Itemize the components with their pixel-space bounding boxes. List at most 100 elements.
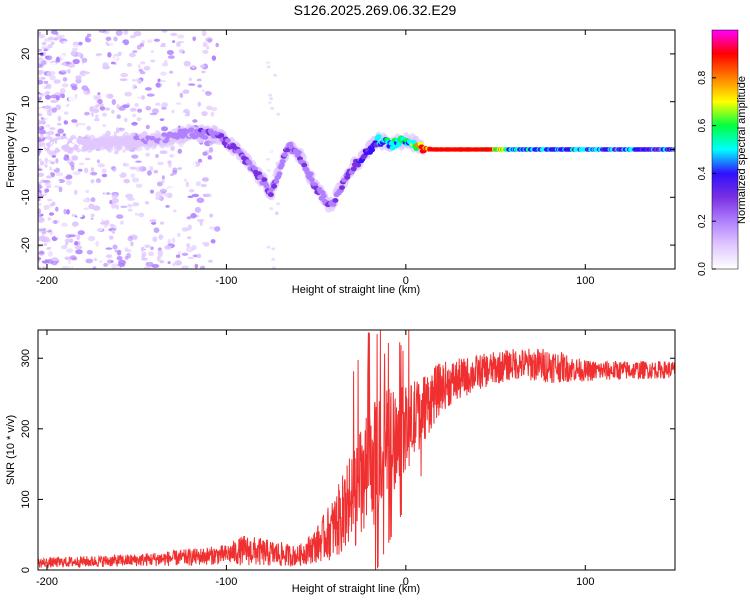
spectrogram-noise-blob — [69, 161, 75, 167]
spectrogram-noise-blob — [90, 217, 94, 220]
spectrogram-noise-blob — [276, 112, 281, 116]
spectrogram-noise-blob — [38, 63, 43, 68]
spectrogram-ridge-blob — [375, 134, 382, 140]
x-tick-label: -100 — [215, 275, 237, 287]
spectrogram-ridge-blob — [224, 138, 231, 144]
spectrogram-noise-blob — [161, 179, 165, 184]
spectrogram-noise-blob — [153, 227, 160, 233]
spectrogram-noise-blob — [135, 160, 142, 163]
spectrogram-noise-blob — [113, 36, 118, 42]
spectrogram-noise-blob — [110, 80, 118, 86]
spectrogram-noise-blob — [97, 163, 105, 168]
spectrogram-noise-blob — [38, 31, 41, 36]
spectrogram-noise-blob — [166, 50, 174, 55]
spectrogram-noise-blob — [97, 98, 103, 105]
spectrogram-noise-blob — [73, 206, 78, 210]
spectrogram-noise-blob — [123, 30, 129, 35]
spectrogram-noise-blob — [99, 106, 106, 111]
spectrogram-noise-blob — [58, 186, 63, 193]
spectrogram-noise-blob — [65, 175, 69, 180]
spectrogram-noise-blob — [182, 89, 190, 94]
spectrogram-noise-blob — [108, 235, 114, 240]
spectrogram-noise-blob — [107, 258, 112, 265]
spectrogram-noise-blob — [162, 62, 169, 67]
spectrogram-noise-blob — [111, 203, 117, 209]
spectrogram-noise-blob — [111, 229, 116, 234]
snr-ticks: -200 -100 0 100 0 100 200 300 — [20, 330, 675, 588]
spectrogram-noise-blob — [150, 246, 154, 250]
spectrogram-noise-blob — [268, 210, 273, 214]
spectrogram-ridge-blob — [161, 132, 168, 138]
spectrogram-noise-blob — [105, 46, 110, 50]
spectrogram-noise-blob — [133, 30, 142, 37]
spectrogram-noise-blob — [42, 112, 47, 117]
spectrogram-noise-blob — [181, 227, 189, 232]
spectrogram-noise-blob — [151, 108, 159, 114]
spectrogram-noise-blob — [55, 58, 61, 63]
spectrogram-noise-blob — [121, 104, 130, 108]
spectrogram-noise-blob — [50, 161, 55, 165]
spectrogram-noise-blob — [41, 45, 48, 50]
spectrogram-ridge-blob — [273, 179, 280, 184]
spectrogram-noise-blob — [62, 77, 68, 82]
snr-series-line — [38, 330, 675, 570]
spectrogram-noise-blob — [38, 108, 46, 114]
spectrogram-noise-blob — [97, 103, 105, 107]
spectrogram-noise-blob — [60, 40, 64, 44]
spectrogram-noise-blob — [161, 102, 169, 109]
spectrogram-noise-blob — [55, 171, 64, 177]
spectrogram-noise-blob — [46, 185, 52, 188]
snr-x-label: Height of straight line (km) — [292, 583, 420, 595]
spectrogram-noise-blob — [90, 47, 98, 53]
spectrogram-noise-blob — [188, 189, 195, 193]
colorbar: 0.0 0.2 0.4 0.6 0.8 Normalized spectral ampl… — [697, 29, 748, 276]
spectrogram-noise-blob — [155, 82, 163, 88]
spectrogram-noise-blob — [123, 178, 130, 184]
spectrogram-noise-blob — [169, 227, 175, 234]
spectrogram-noise-blob — [188, 83, 196, 86]
spectrogram-noise-blob — [41, 69, 45, 74]
spectrogram-noise-blob — [153, 170, 159, 174]
spectrogram-noise-blob — [59, 88, 66, 94]
y-tick-label: -20 — [20, 237, 32, 253]
colorbar-tick-label: 0.2 — [697, 214, 708, 228]
spectrogram-ridge-blob — [308, 177, 315, 183]
spectrogram-noise-blob — [176, 102, 182, 105]
spectrogram-noise-blob — [159, 80, 166, 83]
spectrogram-noise-blob — [117, 42, 125, 47]
spectrogram-noise-blob — [63, 156, 70, 161]
spectrogram-noise-blob — [269, 207, 274, 211]
spectrogram-noise-blob — [135, 183, 143, 188]
spectrogram-noise-blob — [55, 232, 61, 238]
spectrogram-noise-blob — [54, 185, 60, 188]
spectrogram-noise-blob — [270, 106, 275, 110]
y-tick-label: 0 — [20, 567, 32, 573]
spectrogram-noise-blob — [130, 241, 134, 247]
spectrogram-noise-blob — [210, 111, 215, 117]
spectrogram-noise-blob — [105, 93, 112, 99]
spectrogram-noise-blob — [140, 61, 146, 65]
spectrogram-noise-blob — [66, 198, 75, 203]
spectrogram-noise-blob — [75, 114, 82, 119]
spectrogram-noise-blob — [101, 168, 107, 174]
spectrogram-noise-blob — [78, 162, 85, 166]
spectrogram-noise-blob — [195, 181, 201, 187]
spectrogram-noise-blob — [196, 219, 205, 222]
y-tick-label: 200 — [20, 420, 32, 438]
spectrogram-noise-blob — [98, 30, 107, 33]
spectrogram-noise-blob — [134, 103, 139, 107]
spectrogram-noise-blob — [67, 63, 76, 68]
spectrogram-noise-blob — [38, 129, 46, 135]
spectrogram-noise-blob — [85, 176, 90, 179]
x-tick-label: 100 — [576, 576, 594, 588]
spectrogram-noise-blob — [102, 112, 107, 117]
spectrogram-noise-blob — [122, 149, 126, 153]
spectrogram-noise-blob — [63, 208, 67, 215]
spectrogram-noise-blob — [142, 31, 149, 36]
spectrogram-noise-blob — [276, 256, 281, 260]
spectrogram-noise-blob — [265, 169, 270, 173]
spectrogram-noise-blob — [266, 65, 271, 69]
spectrogram-noise-blob — [61, 245, 68, 250]
colorbar-scale — [711, 29, 739, 270]
spectrogram-noise-blob — [67, 68, 71, 74]
